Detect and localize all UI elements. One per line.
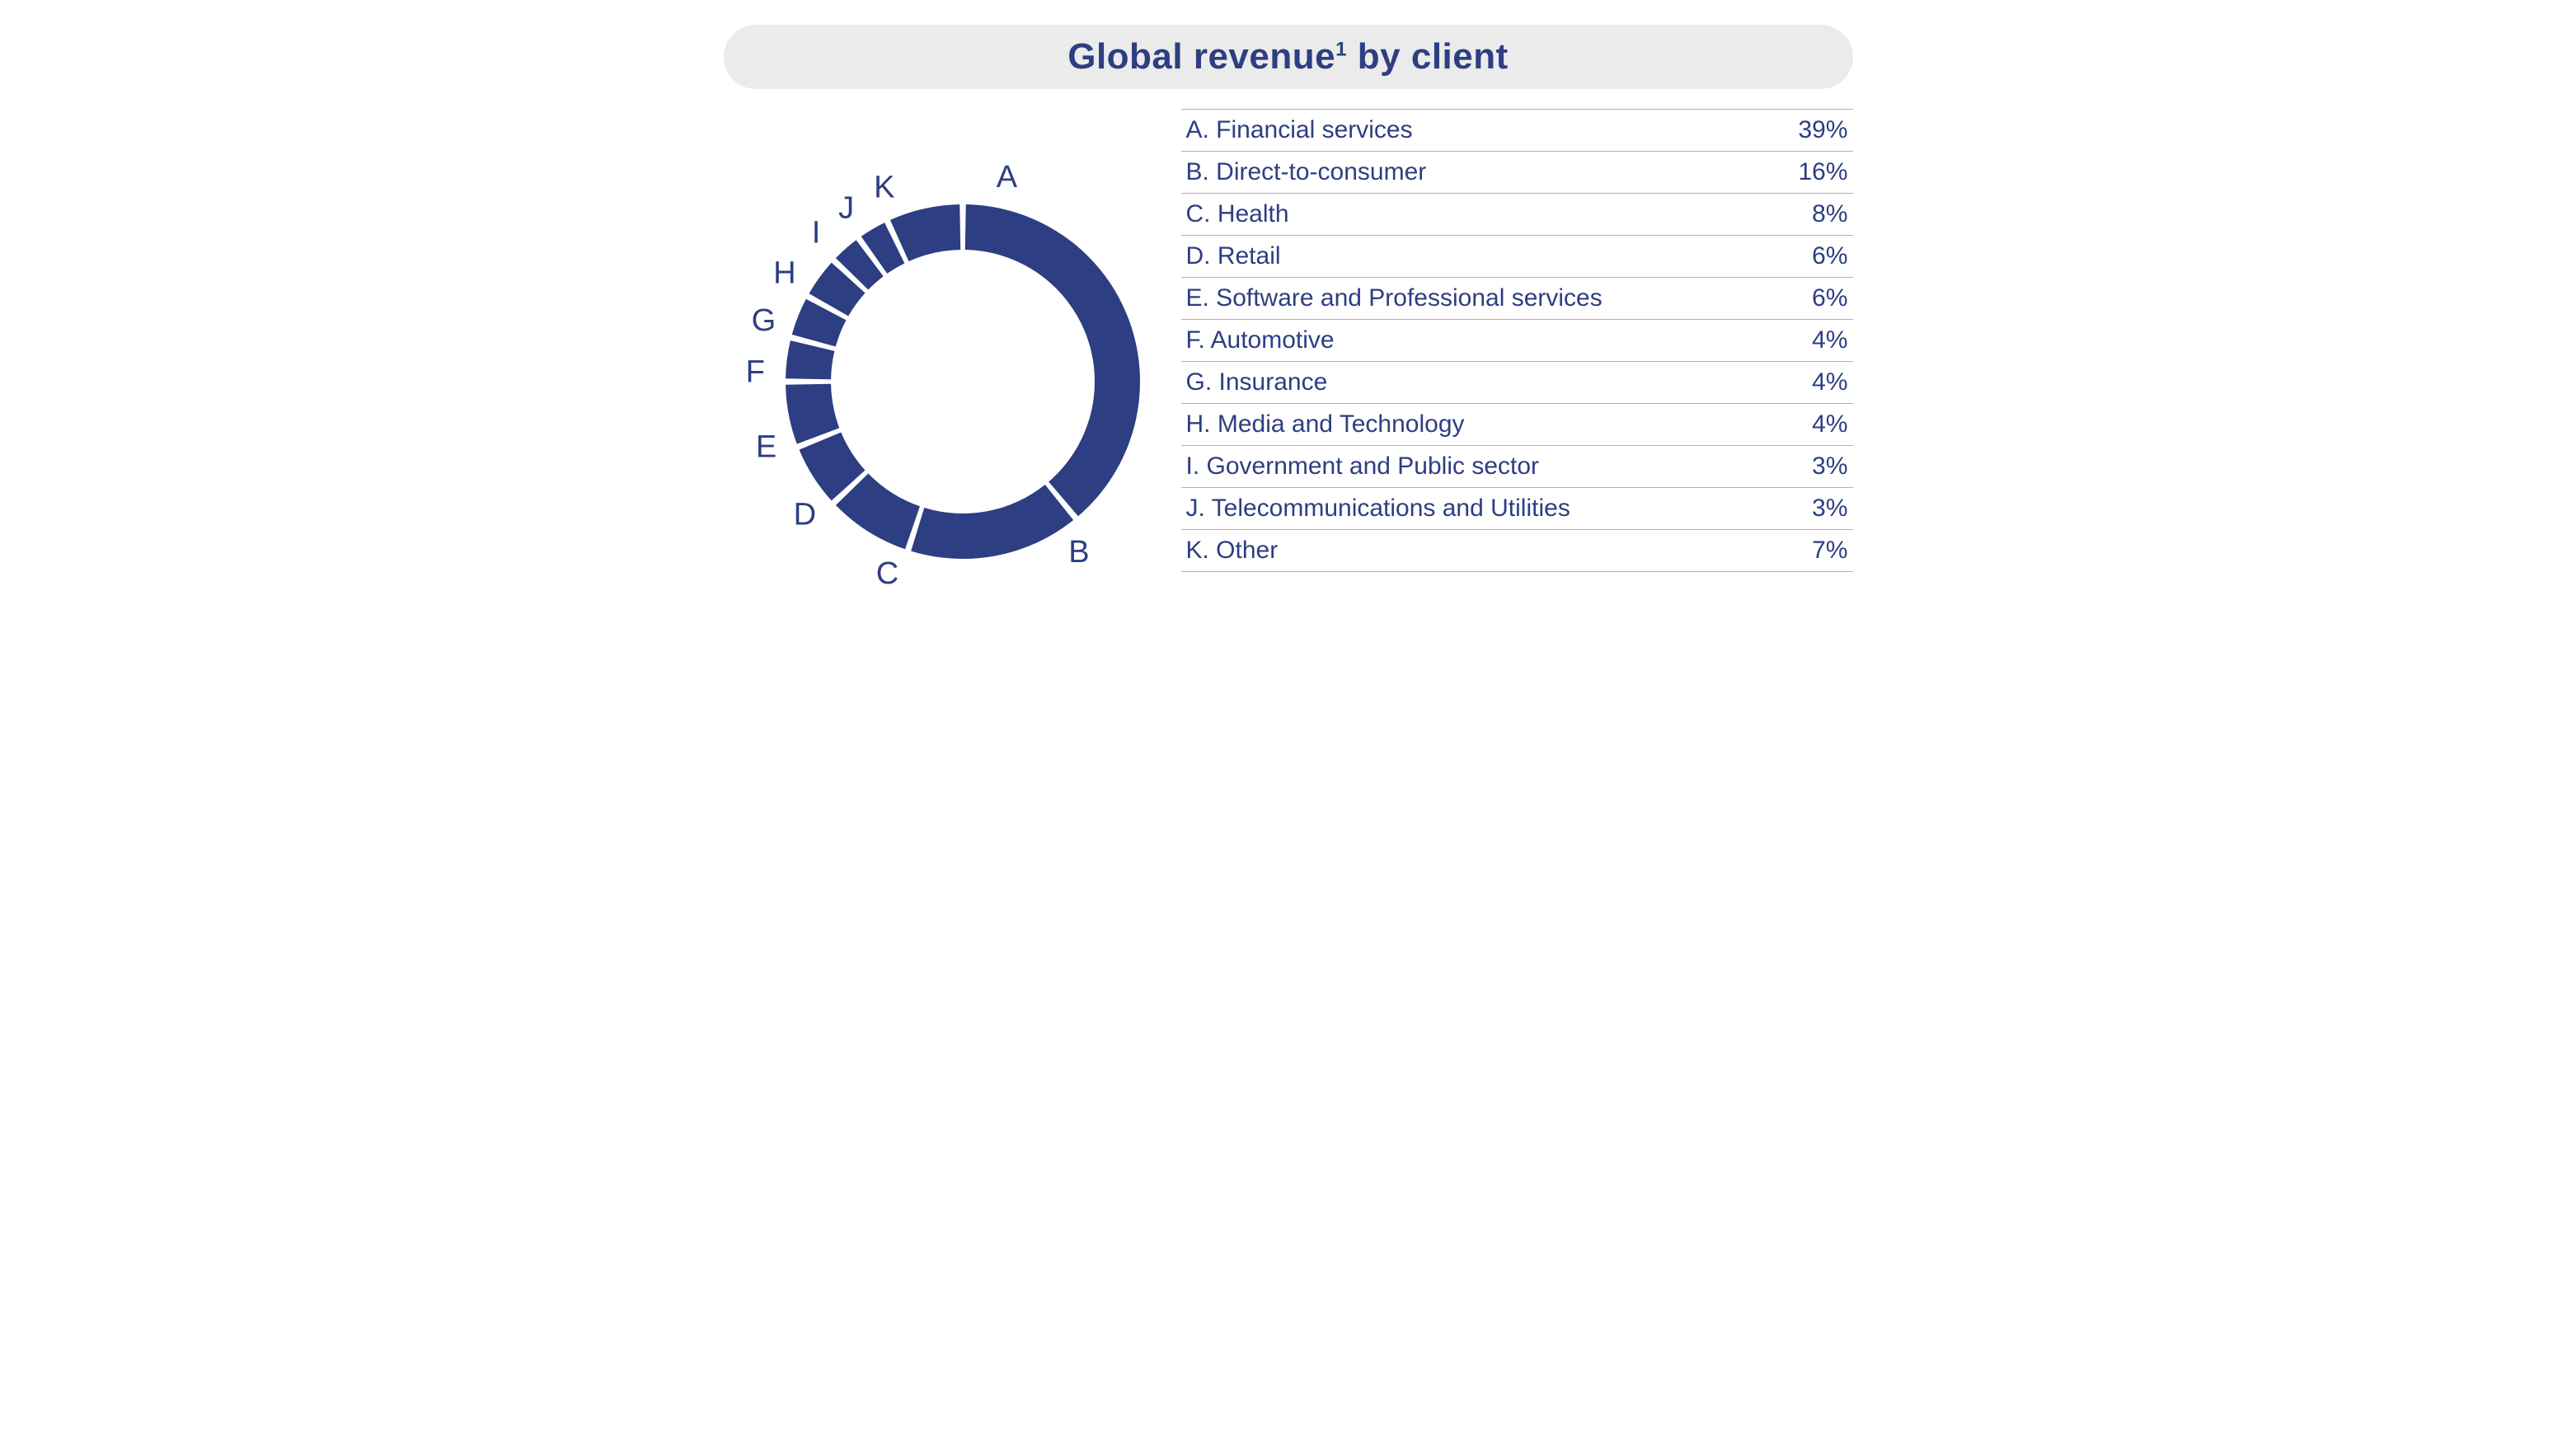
legend-label: B. Direct-to-consumer — [1181, 152, 1769, 194]
legend-row: H. Media and Technology4% — [1181, 404, 1853, 446]
legend-percent: 6% — [1769, 278, 1853, 320]
content-row: A B C DE FGHIJK A. Financial services39%B. D… — [724, 106, 1853, 633]
legend-label: K. Other — [1181, 530, 1769, 572]
legend-label: G. Insurance — [1181, 362, 1769, 404]
title-bar: Global revenue1 by client — [724, 25, 1853, 89]
legend-label: F. Automotive — [1181, 320, 1769, 362]
donut-label-g: G — [751, 303, 776, 338]
donut-label-d: D — [793, 498, 815, 532]
legend-row: E. Software and Professional services6% — [1181, 278, 1853, 320]
page-title: Global revenue1 by client — [1067, 36, 1509, 77]
donut-label-b: B — [1068, 535, 1089, 570]
legend-row: A. Financial services39% — [1181, 110, 1853, 152]
donut-segment-f — [786, 340, 834, 379]
legend-percent: 7% — [1769, 530, 1853, 572]
legend-percent: 39% — [1769, 110, 1853, 152]
donut-label-c: C — [875, 556, 898, 591]
legend-row: F. Automotive4% — [1181, 320, 1853, 362]
donut-label-a: A — [996, 160, 1017, 195]
legend-percent: 6% — [1769, 236, 1853, 278]
legend-label: A. Financial services — [1181, 110, 1769, 152]
legend-label: J. Telecommunications and Utilities — [1181, 488, 1769, 530]
legend-percent: 3% — [1769, 446, 1853, 488]
legend-percent: 4% — [1769, 404, 1853, 446]
donut-label-f: F — [745, 355, 764, 390]
legend-percent: 4% — [1769, 320, 1853, 362]
legend-percent: 16% — [1769, 152, 1853, 194]
donut-label-h: H — [773, 256, 795, 290]
legend-container: A. Financial services39%B. Direct-to-con… — [1181, 106, 1853, 572]
donut-chart: A B C DE FGHIJK — [724, 106, 1181, 633]
donut-chart-container: A B C DE FGHIJK — [724, 106, 1181, 633]
legend-row: B. Direct-to-consumer16% — [1181, 152, 1853, 194]
legend-percent: 3% — [1769, 488, 1853, 530]
page: Global revenue1 by client A B C DE FGHIJK A.… — [691, 0, 1886, 666]
legend-label: I. Government and Public sector — [1181, 446, 1769, 488]
legend-label: D. Retail — [1181, 236, 1769, 278]
legend-label: E. Software and Professional services — [1181, 278, 1769, 320]
legend-row: G. Insurance4% — [1181, 362, 1853, 404]
donut-label-i: I — [811, 216, 820, 251]
donut-segment-a — [964, 204, 1139, 516]
donut-label-k: K — [874, 171, 894, 205]
donut-segment-k — [889, 204, 960, 261]
legend-row: D. Retail6% — [1181, 236, 1853, 278]
legend-row: K. Other7% — [1181, 530, 1853, 572]
legend-table: A. Financial services39%B. Direct-to-con… — [1181, 109, 1853, 572]
legend-row: C. Health8% — [1181, 194, 1853, 236]
legend-label: C. Health — [1181, 194, 1769, 236]
donut-segment-b — [911, 485, 1073, 559]
legend-percent: 8% — [1769, 194, 1853, 236]
legend-row: I. Government and Public sector3% — [1181, 446, 1853, 488]
legend-row: J. Telecommunications and Utilities3% — [1181, 488, 1853, 530]
donut-label-e: E — [755, 430, 776, 465]
legend-label: H. Media and Technology — [1181, 404, 1769, 446]
legend-percent: 4% — [1769, 362, 1853, 404]
donut-segment-e — [786, 384, 839, 444]
donut-label-j: J — [838, 190, 854, 225]
